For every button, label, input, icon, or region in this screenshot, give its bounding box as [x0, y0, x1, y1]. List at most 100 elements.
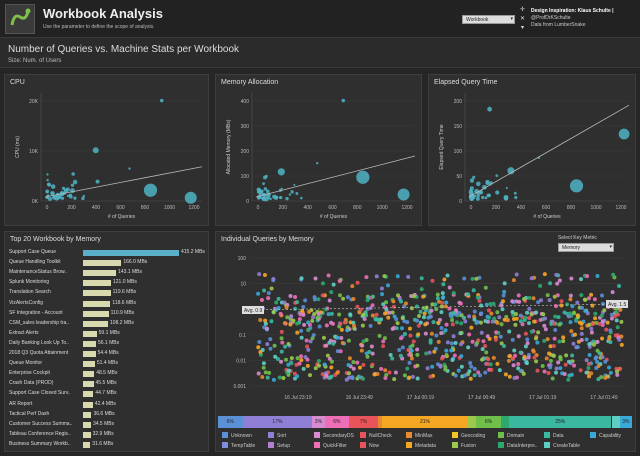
top20-bar[interactable]: [83, 330, 97, 337]
top20-bar[interactable]: [83, 441, 91, 448]
share-segment[interactable]: [377, 416, 382, 428]
top20-row-label[interactable]: Daily Banking Look Up To..: [9, 339, 69, 346]
share-segment[interactable]: [468, 416, 477, 428]
top20-row-label[interactable]: Support Case Closed Surv..: [9, 390, 71, 397]
top20-row-label[interactable]: 2018 Q3 Quota Attainment: [9, 350, 69, 356]
top20-row-label[interactable]: CSM_sales leadership tra..: [9, 319, 70, 326]
query-point: [477, 298, 482, 303]
top20-row-label[interactable]: Tableau Conference Regis..: [9, 430, 71, 437]
share-segment[interactable]: [500, 416, 510, 428]
top20-row-label[interactable]: Support Case Queue: [9, 249, 56, 255]
legend-item[interactable]: Data: [544, 432, 564, 439]
query-point: [451, 334, 456, 339]
query-point: [441, 282, 446, 287]
legend-item[interactable]: Unknown: [222, 432, 252, 439]
share-segment[interactable]: 25%: [509, 416, 612, 428]
top20-row-label[interactable]: Tactical Perf Dash: [9, 410, 50, 417]
query-point: [495, 320, 500, 325]
top20-row-label[interactable]: Customer Success Summa..: [9, 420, 73, 427]
legend-item[interactable]: Sort: [268, 432, 286, 439]
legend-item[interactable]: SecondaryDS: [314, 432, 354, 439]
top20-row-label[interactable]: Splunk Monitoring: [9, 279, 50, 286]
top20-bar[interactable]: [83, 280, 111, 287]
top20-row-label[interactable]: AR Report: [9, 400, 33, 407]
share-segment[interactable]: 6%: [476, 416, 501, 428]
legend-item[interactable]: Metadata: [406, 442, 436, 449]
query-point: [523, 331, 528, 336]
top20-bar[interactable]: [83, 320, 109, 327]
bubble-point: [514, 195, 518, 200]
metric-selector-dropdown[interactable]: Memory ▾: [558, 243, 614, 252]
legend-item[interactable]: Setup: [268, 442, 290, 449]
top20-bar[interactable]: [83, 361, 95, 368]
share-segment[interactable]: [611, 416, 620, 428]
caret-down-icon[interactable]: ▾: [520, 25, 524, 31]
top20-row-label[interactable]: Queue Monitor: [9, 360, 43, 367]
top20-row-label[interactable]: Queue Handling Toolkit: [9, 259, 61, 266]
memory-scatter-chart[interactable]: 0 100 200 300 400 0 200 400 600 800 1000 1200 # of Q…: [216, 75, 423, 227]
elapsed-scatter-chart[interactable]: 0 50 100 150 200 0 200 400 600 800 1000 1200 # of Qu…: [429, 75, 637, 227]
top20-bar[interactable]: [83, 391, 94, 398]
close-icon[interactable]: ✕: [519, 16, 526, 22]
top20-bar[interactable]: [83, 290, 111, 297]
share-segment[interactable]: 21%: [381, 416, 469, 428]
query-point: [618, 366, 623, 371]
query-point: [392, 314, 397, 319]
top20-bar[interactable]: [83, 381, 94, 388]
share-segment[interactable]: 6%: [324, 416, 350, 428]
top20-row-label[interactable]: Extract Alerts: [9, 329, 39, 336]
legend-item[interactable]: DataInterpre..: [498, 442, 538, 449]
top20-bar[interactable]: [83, 310, 109, 317]
query-point: [617, 337, 622, 342]
move-icon[interactable]: ✛: [519, 7, 526, 13]
legend-item[interactable]: Now: [360, 442, 379, 449]
query-point: [552, 321, 557, 326]
top20-row-label[interactable]: Enterprise Cockpit: [9, 370, 50, 377]
average-label-left: Avg. 0.9: [244, 308, 262, 314]
top20-row-label[interactable]: Business Summary Workb..: [9, 440, 71, 447]
share-segment[interactable]: 17%: [242, 416, 313, 428]
top20-row-label[interactable]: Translation Search: [9, 289, 51, 296]
share-segment[interactable]: 7%: [349, 416, 378, 428]
top20-bar[interactable]: [83, 421, 91, 428]
top20-bar[interactable]: [83, 371, 95, 378]
top20-row-label[interactable]: MaintenanceStatus Brow..: [9, 269, 68, 276]
legend-item[interactable]: QuickFilter: [314, 442, 347, 449]
share-segment[interactable]: 6%: [218, 416, 243, 428]
top20-bar[interactable]: [83, 411, 92, 418]
x-tick-label: 600: [542, 205, 551, 211]
elapsed-panel-title: Elapsed Query Time: [434, 79, 498, 86]
top20-row-label[interactable]: SF Integration - Account: [9, 309, 63, 316]
query-point: [395, 321, 400, 326]
top20-row-label[interactable]: VizAlertsConfig: [9, 299, 44, 306]
legend-item[interactable]: Capability: [590, 432, 621, 439]
legend-item[interactable]: TempTable: [222, 442, 255, 449]
share-segment[interactable]: 3%: [312, 416, 325, 428]
legend-item[interactable]: NullCheck: [360, 432, 392, 439]
legend-item[interactable]: Fusion: [452, 442, 476, 449]
legend-item[interactable]: CreateTable: [544, 442, 580, 449]
top20-bar[interactable]: [83, 270, 117, 277]
y-axis-label: Elapsed Query Time: [439, 124, 445, 170]
top20-bar[interactable]: [83, 351, 96, 357]
share-segment[interactable]: 3%: [619, 416, 632, 428]
top20-bar[interactable]: [83, 401, 93, 408]
top20-bar[interactable]: [83, 340, 96, 347]
top20-row-label[interactable]: Crash Data (PROD): [9, 380, 54, 387]
cpu-panel: CPU 0K 10K 20K 0 200 400 600 800 1000 1200 # of Qu…: [4, 74, 209, 226]
cpu-scatter-chart[interactable]: 0K 10K 20K 0 200 400 600 800 1000 1200 # of Querie…: [5, 75, 210, 227]
legend-item[interactable]: Domain: [498, 432, 524, 439]
legend-item[interactable]: Geocoding: [452, 432, 485, 439]
query-point: [518, 350, 523, 355]
top20-bar[interactable]: [83, 260, 122, 267]
scope-parameter-dropdown[interactable]: Workbook ▾: [462, 15, 515, 24]
top20-bar[interactable]: [83, 431, 91, 438]
top20-bar[interactable]: [83, 300, 111, 307]
top20-bar[interactable]: [83, 250, 179, 256]
query-point: [360, 323, 365, 328]
query-point: [337, 312, 342, 317]
credits-handle[interactable]: @ProfDrKSchulte: [531, 15, 571, 21]
legend-item[interactable]: MinMax: [406, 432, 433, 439]
query-point: [478, 320, 483, 325]
